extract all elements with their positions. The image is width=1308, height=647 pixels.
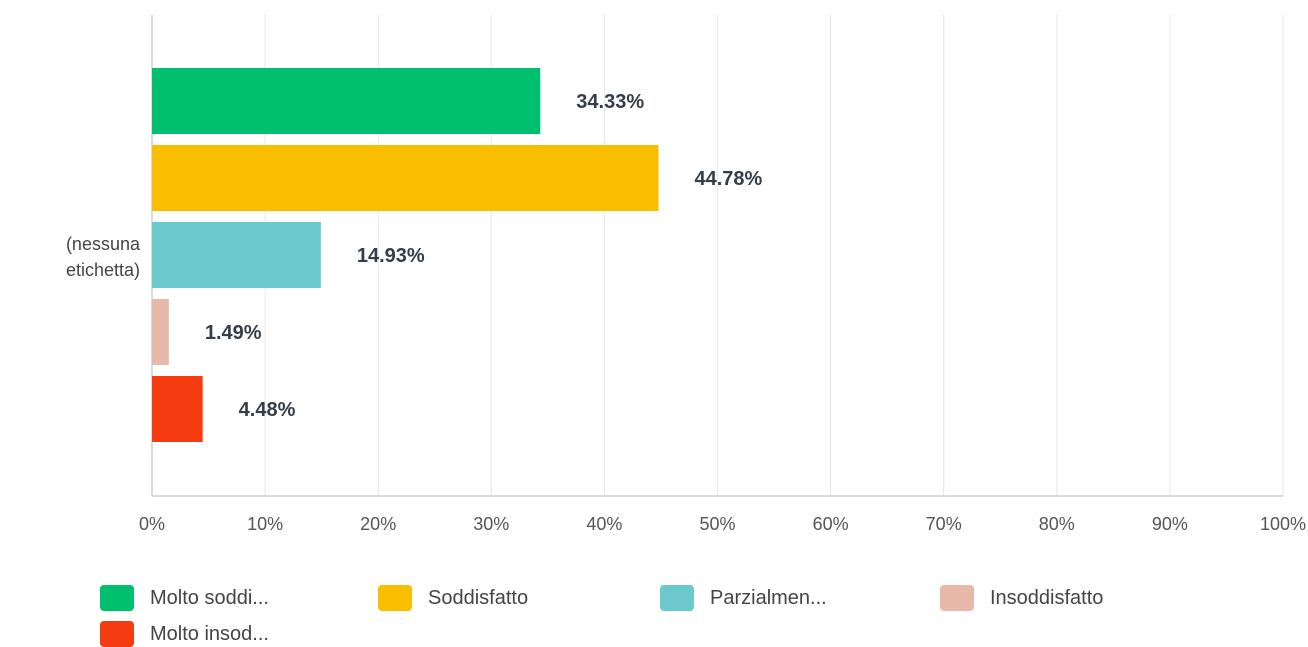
data-label: 34.33% (576, 91, 644, 113)
legend-label: Soddisfatto (428, 586, 529, 609)
x-tick-label: 100% (1260, 514, 1306, 534)
chart-data-labels: 34.33% 44.78% 14.93% 1.49% 4.48% (205, 91, 763, 421)
legend-item: Molto insod... (100, 621, 269, 647)
bar (152, 68, 541, 134)
bar (152, 222, 321, 288)
legend-swatch (660, 585, 694, 611)
category-label-line: etichetta) (66, 260, 140, 280)
legend-swatch (940, 585, 974, 611)
category-label-line: (nessuna (66, 234, 141, 254)
chart-bars (152, 68, 659, 442)
data-label: 44.78% (694, 168, 762, 190)
x-tick-label: 70% (926, 514, 962, 534)
x-tick-label: 40% (586, 514, 622, 534)
x-tick-label: 20% (360, 514, 396, 534)
legend-item: Molto soddi... (100, 585, 269, 611)
data-label: 1.49% (205, 322, 262, 344)
x-tick-label: 90% (1152, 514, 1188, 534)
legend-label: Parzialmen... (710, 586, 827, 609)
legend-label: Molto insod... (150, 622, 269, 645)
x-tick-label: 50% (699, 514, 735, 534)
legend-swatch (100, 621, 134, 647)
legend-item: Soddisfatto (378, 585, 528, 611)
legend-label: Insoddisfatto (990, 586, 1104, 609)
bar (152, 376, 203, 442)
legend-item: Parzialmen... (660, 585, 827, 611)
bar (152, 145, 659, 211)
bar (152, 299, 169, 365)
x-axis-ticks: 0% 10% 20% 30% 40% 50% 60% 70% 80% 90% 100% (139, 514, 1306, 534)
legend-swatch (378, 585, 412, 611)
legend-item: Insoddisfatto (940, 585, 1103, 611)
legend-label: Molto soddi... (150, 586, 269, 609)
x-tick-label: 0% (139, 514, 165, 534)
data-label: 14.93% (357, 245, 425, 267)
x-tick-label: 30% (473, 514, 509, 534)
x-tick-label: 60% (813, 514, 849, 534)
legend-swatch (100, 585, 134, 611)
data-label: 4.48% (239, 399, 296, 421)
x-tick-label: 80% (1039, 514, 1075, 534)
category-label: (nessuna etichetta) (66, 234, 141, 280)
bar-chart: 34.33% 44.78% 14.93% 1.49% 4.48% 0% 10% 20% 30%… (66, 15, 1306, 534)
x-tick-label: 10% (247, 514, 283, 534)
